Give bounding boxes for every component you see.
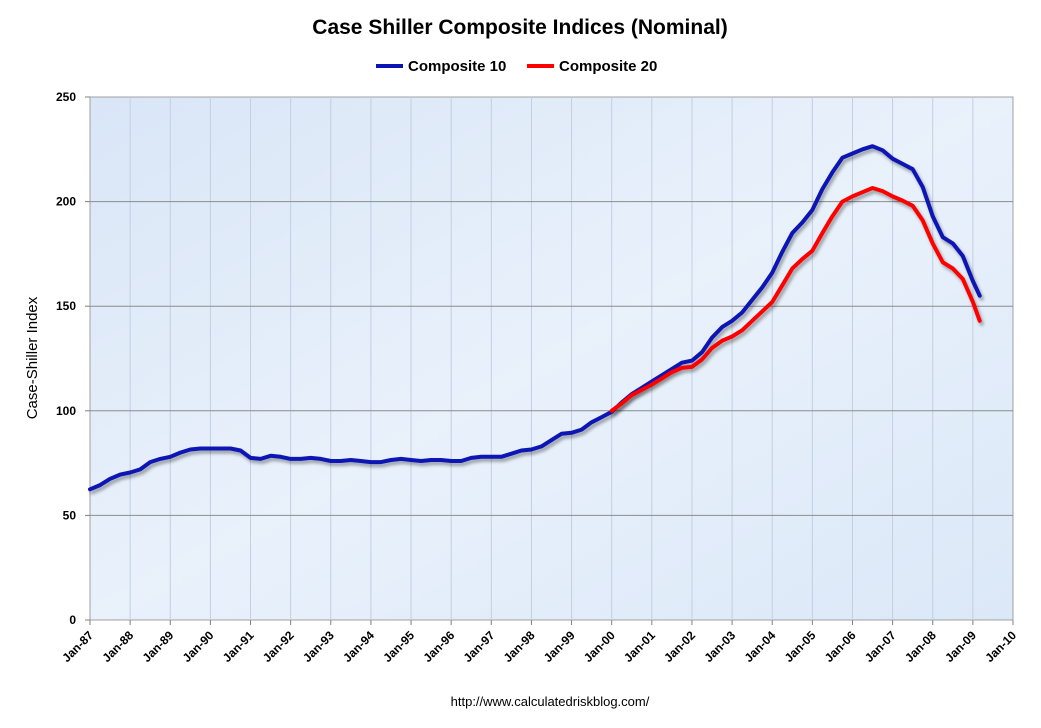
x-tick-label: Jan-07 bbox=[862, 628, 899, 665]
plot-area bbox=[89, 96, 1014, 621]
x-tick-label: Jan-94 bbox=[340, 628, 377, 665]
x-tick-label: Jan-89 bbox=[140, 628, 177, 665]
grid-lines bbox=[90, 97, 1013, 620]
series-line-composite-20 bbox=[609, 186, 982, 413]
series-lines bbox=[88, 144, 982, 492]
x-tick-label: Jan-99 bbox=[541, 628, 578, 665]
y-tick-label: 200 bbox=[56, 195, 76, 209]
x-tick-label: Jan-08 bbox=[902, 628, 939, 665]
x-tick-label: Jan-09 bbox=[942, 628, 979, 665]
x-tick-label: Jan-04 bbox=[742, 628, 779, 665]
x-tick-label: Jan-91 bbox=[220, 628, 257, 665]
x-tick-label: Jan-06 bbox=[822, 628, 859, 665]
x-tick-label: Jan-01 bbox=[621, 628, 658, 665]
y-tick-label: 250 bbox=[56, 90, 76, 104]
x-tick-label: Jan-00 bbox=[581, 628, 618, 665]
chart-title: Case Shiller Composite Indices (Nominal) bbox=[312, 16, 727, 39]
y-tick-label: 150 bbox=[56, 299, 76, 313]
source-url: http://www.calculatedriskblog.com/ bbox=[451, 694, 650, 709]
x-tick-label: Jan-02 bbox=[661, 628, 698, 665]
series-line-composite-10 bbox=[88, 144, 982, 492]
y-tick-label: 100 bbox=[56, 404, 76, 418]
x-tick-label: Jan-03 bbox=[701, 628, 738, 665]
x-tick-label: Jan-90 bbox=[180, 628, 217, 665]
x-tick-label: Jan-95 bbox=[380, 628, 417, 665]
y-tick-label: 0 bbox=[69, 613, 76, 627]
x-tick-label: Jan-96 bbox=[421, 628, 458, 665]
x-tick-label: Jan-05 bbox=[782, 628, 819, 665]
y-axis-ticks: 0 50 100 150 200 250 bbox=[56, 90, 90, 627]
legend-label: Composite 10 bbox=[408, 58, 506, 75]
legend: Composite 10 Composite 20 bbox=[376, 58, 657, 75]
x-tick-label: Jan-10 bbox=[982, 628, 1019, 665]
x-tick-label: Jan-97 bbox=[461, 628, 498, 665]
x-axis-ticks: Jan-87 Jan-88 Jan-89 Jan-90 Jan-91 Jan-92 Jan-… bbox=[59, 620, 1019, 665]
x-tick-label: Jan-92 bbox=[260, 628, 297, 665]
legend-label: Composite 20 bbox=[559, 58, 657, 75]
x-tick-label: Jan-88 bbox=[99, 628, 136, 665]
x-tick-label: Jan-93 bbox=[300, 628, 337, 665]
x-tick-label: Jan-98 bbox=[501, 628, 538, 665]
x-tick-label: Jan-87 bbox=[59, 628, 96, 665]
y-tick-label: 50 bbox=[63, 508, 77, 522]
y-axis-label: Case-Shiller Index bbox=[24, 296, 41, 419]
